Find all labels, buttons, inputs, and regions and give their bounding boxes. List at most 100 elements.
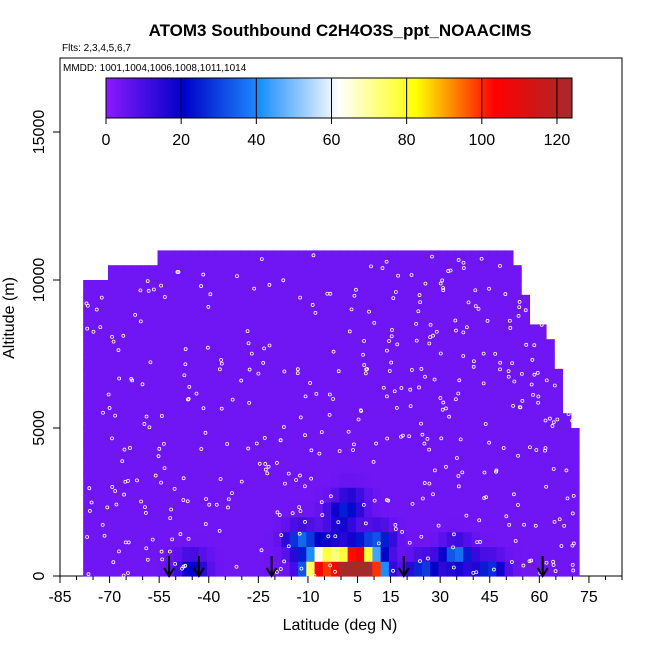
heatmap-cell — [91, 428, 101, 444]
heatmap-cell — [207, 250, 216, 266]
heatmap-cell — [388, 368, 398, 385]
heatmap-cell — [529, 487, 539, 503]
heatmap-cell — [397, 383, 407, 399]
heatmap-cell — [306, 413, 316, 429]
heatmap-cell — [380, 531, 390, 547]
heatmap-cell — [198, 250, 208, 266]
heatmap-cell — [231, 368, 241, 385]
heatmap-cell — [248, 368, 258, 385]
sample-point — [417, 385, 421, 390]
sample-point — [162, 466, 167, 471]
heatmap-cell — [537, 531, 547, 547]
heatmap-cell — [421, 309, 431, 325]
heatmap-cell — [198, 339, 208, 355]
sample-point — [168, 516, 173, 521]
heatmap-cell — [537, 368, 547, 385]
heatmap-cell — [298, 442, 307, 459]
heatmap-cell — [298, 472, 307, 488]
heatmap-cell — [479, 516, 489, 533]
heatmap-cell — [231, 428, 241, 444]
heatmap-cell — [132, 487, 142, 503]
heatmap-cell — [107, 354, 117, 370]
heatmap-cell — [132, 368, 142, 385]
heatmap-cell — [405, 502, 415, 518]
heatmap-cell — [322, 487, 332, 503]
heatmap-cell — [273, 368, 283, 385]
heatmap-cell — [504, 546, 514, 562]
heatmap-cell — [438, 265, 448, 281]
heatmap-cell — [364, 472, 374, 488]
sample-point — [331, 349, 336, 354]
heatmap-cell — [289, 324, 299, 340]
x-tick-label: -85 — [48, 589, 71, 606]
heatmap-cell — [446, 324, 456, 340]
heatmap-cell — [314, 546, 324, 562]
heatmap-cell — [488, 280, 497, 296]
heatmap-cell — [198, 398, 208, 414]
sample-point — [565, 496, 570, 501]
heatmap-cell — [223, 472, 233, 488]
heatmap-cell — [107, 457, 117, 473]
sample-point — [427, 481, 432, 486]
heatmap-cell — [372, 442, 382, 459]
heatmap-cell — [215, 516, 225, 533]
heatmap-cell — [240, 516, 250, 533]
sample-point — [381, 385, 386, 390]
heatmap-cell — [223, 309, 233, 325]
heatmap-cell — [545, 413, 555, 429]
heatmap-cell — [405, 546, 415, 562]
heatmap-cell — [165, 354, 175, 370]
heatmap-cell — [512, 561, 522, 577]
heatmap-cell — [215, 383, 225, 399]
heatmap-cell — [91, 339, 101, 355]
sample-points — [84, 253, 576, 578]
heatmap-cell — [124, 383, 134, 399]
heatmap-cell — [314, 457, 324, 473]
heatmap-cell — [207, 368, 216, 385]
sample-point — [517, 405, 522, 410]
heatmap-cell — [471, 339, 481, 355]
heatmap-cell — [223, 428, 233, 444]
heatmap-cell — [554, 398, 564, 414]
heatmap-layer — [83, 250, 580, 577]
heatmap-cell — [298, 324, 307, 340]
heatmap-cell — [198, 309, 208, 325]
heatmap-cell — [165, 428, 175, 444]
heatmap-cell — [397, 413, 407, 429]
heatmap-cell — [380, 294, 390, 311]
sample-point — [564, 468, 569, 473]
sample-point — [446, 269, 451, 273]
sample-point — [438, 281, 443, 286]
heatmap-cell — [281, 265, 291, 281]
heatmap-cell — [231, 516, 241, 533]
heatmap-cell — [207, 413, 216, 429]
sample-point — [473, 304, 478, 309]
heatmap-cell — [132, 280, 142, 296]
heatmap-cell — [331, 265, 340, 281]
sample-point — [407, 540, 412, 545]
sample-point — [551, 559, 555, 564]
sample-point — [144, 414, 149, 419]
heatmap-cell — [355, 383, 365, 399]
sample-point — [461, 330, 466, 335]
x-tick-label: 15 — [382, 589, 400, 606]
sample-point — [512, 492, 516, 497]
heatmap-cell — [521, 546, 531, 562]
heatmap-cell — [488, 502, 497, 518]
sample-point — [361, 352, 365, 357]
sample-point — [206, 305, 211, 309]
heatmap-cell — [107, 339, 117, 355]
heatmap-cell — [140, 265, 150, 281]
sample-point — [532, 372, 537, 377]
sample-point — [444, 406, 448, 411]
heatmap-cell — [364, 502, 374, 518]
heatmap-cell — [529, 428, 539, 444]
heatmap-cell — [388, 324, 398, 340]
heatmap-cell — [537, 502, 547, 518]
heatmap-cell — [256, 398, 266, 414]
sample-point — [333, 569, 337, 574]
heatmap-cell — [215, 398, 225, 414]
heatmap-cell — [124, 398, 134, 414]
sample-point — [461, 266, 466, 270]
